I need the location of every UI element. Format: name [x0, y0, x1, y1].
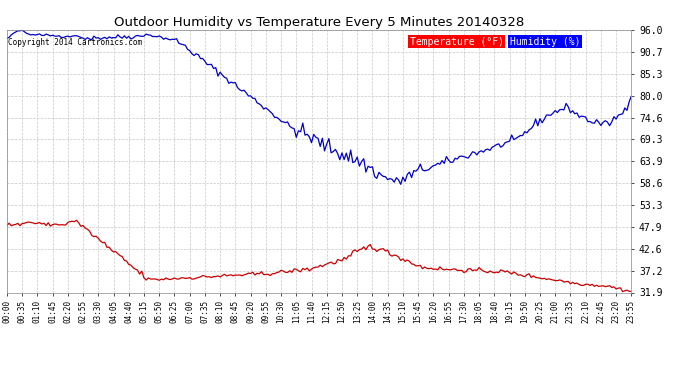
Text: Humidity (%): Humidity (%): [510, 37, 580, 46]
Text: Temperature (°F): Temperature (°F): [410, 37, 504, 46]
Title: Outdoor Humidity vs Temperature Every 5 Minutes 20140328: Outdoor Humidity vs Temperature Every 5 …: [114, 16, 524, 29]
Text: Copyright 2014 Cartronics.com: Copyright 2014 Cartronics.com: [8, 38, 142, 47]
